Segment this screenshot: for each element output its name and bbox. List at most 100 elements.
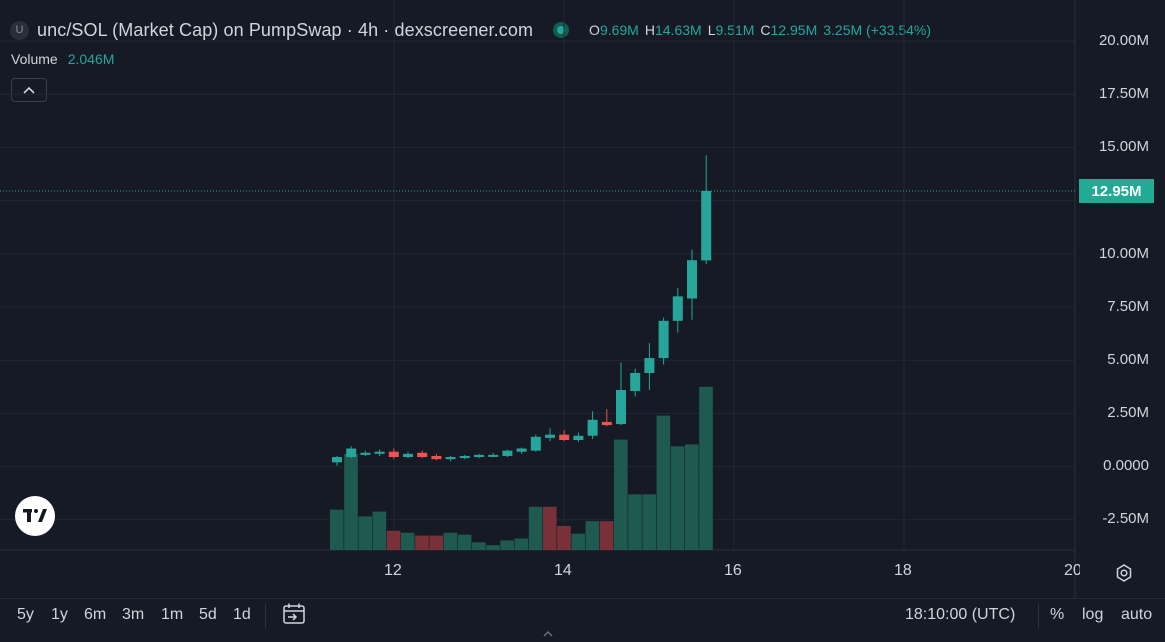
candle-body <box>630 372 641 392</box>
time-axis-label: 16 <box>724 562 742 579</box>
candle-body <box>573 435 584 440</box>
volume-bar <box>543 506 557 550</box>
price-axis-label: 20.00M <box>1098 32 1149 49</box>
price-axis-label: 17.50M <box>1098 85 1149 102</box>
volume-legend: Volume 2.046M <box>11 51 114 67</box>
volume-bar <box>599 521 614 550</box>
volume-bar <box>585 521 600 550</box>
volume-bar <box>344 454 358 550</box>
symbol-badge: U <box>10 20 29 40</box>
range-6m-button[interactable]: 6m <box>84 606 107 623</box>
candle-body <box>360 452 371 455</box>
candle-body <box>687 260 697 299</box>
last-price-label: 12.95M <box>1079 179 1154 203</box>
open-key: O <box>589 22 600 38</box>
market-status-icon <box>553 22 570 38</box>
price-axis-label: -2.50M <box>1102 510 1149 527</box>
open-value: 9.69M <box>599 22 639 38</box>
candle-body <box>616 389 626 425</box>
log-scale-toggle[interactable]: log <box>1082 606 1104 623</box>
time-axis-label: 14 <box>554 562 572 579</box>
range-1d-button[interactable]: 1d <box>233 606 251 623</box>
candle-body <box>459 455 470 459</box>
goto-date-button[interactable] <box>281 602 307 631</box>
time-axis-label: 20 <box>1064 562 1080 579</box>
volume-bar <box>685 444 699 550</box>
chart-title[interactable]: unc/SOL (Market Cap) on PumpSwap · 4h · … <box>37 19 534 40</box>
candle-body <box>559 434 570 440</box>
auto-scale-toggle[interactable]: auto <box>1121 606 1153 623</box>
price-axis-label: 2.50M <box>1107 404 1149 421</box>
range-3m-button[interactable]: 3m <box>122 606 145 623</box>
candle-body <box>403 453 413 458</box>
chart-settings-button[interactable] <box>1114 563 1134 588</box>
close-key: C <box>760 22 771 38</box>
candle-body <box>530 436 541 451</box>
bottom-toolbar <box>0 598 1165 637</box>
candle-body <box>474 454 484 458</box>
chevron-up-icon <box>23 86 35 94</box>
price-axis-label: 0.0000 <box>1103 457 1149 474</box>
volume-label: Volume <box>11 51 58 67</box>
volume-bar <box>443 532 458 550</box>
scroll-handle-icon[interactable] <box>543 624 553 637</box>
candle-body <box>431 455 442 460</box>
candle-body <box>644 358 655 373</box>
chart-legend: U unc/SOL (Market Cap) on PumpSwap · 4h … <box>10 18 931 42</box>
candle-body <box>672 296 683 321</box>
price-chart[interactable] <box>0 0 1165 598</box>
candle-body <box>374 451 385 454</box>
volume-bar <box>415 535 429 550</box>
volume-bar <box>386 530 401 550</box>
volume-bar <box>472 542 486 550</box>
low-value: 9.51M <box>715 22 755 38</box>
volume-bar <box>330 509 344 550</box>
candle-body <box>601 421 612 426</box>
candle-body <box>488 454 499 457</box>
volume-bar <box>500 540 514 550</box>
range-1m-button[interactable]: 1m <box>161 606 184 623</box>
volume-bar <box>457 534 472 550</box>
volume-bar <box>514 538 529 550</box>
price-axis-label: 15.00M <box>1098 138 1149 155</box>
volume-bar <box>358 516 372 550</box>
volume-bar <box>670 446 685 550</box>
volume-bar <box>571 533 585 550</box>
candle-body <box>417 452 428 458</box>
close-value: 12.95M <box>770 22 818 38</box>
volume-bar <box>429 535 443 550</box>
candle-body <box>587 419 598 436</box>
volume-bar <box>656 415 671 550</box>
candle-body <box>658 320 669 359</box>
candle-body <box>388 451 399 458</box>
high-key: H <box>644 22 655 38</box>
volume-bar <box>372 511 387 550</box>
candle-body <box>445 457 456 460</box>
price-axis-label: 7.50M <box>1107 298 1149 315</box>
tradingview-logo[interactable] <box>15 496 55 536</box>
toolbar-divider <box>1038 603 1039 629</box>
volume-bar <box>401 532 415 550</box>
candle-body <box>346 448 357 458</box>
range-1y-button[interactable]: 1y <box>51 606 68 623</box>
price-axis-label: 10.00M <box>1098 245 1149 262</box>
ohlc-values: O 9.69M H 14.63M L 9.51M C 12.95M 3.25M (+33… <box>589 22 931 38</box>
volume-bar <box>699 386 713 550</box>
collapse-legend-button[interactable] <box>11 78 47 102</box>
gear-icon <box>1116 564 1132 582</box>
calendar-range-icon <box>283 603 305 624</box>
volume-value: 2.046M <box>67 51 115 67</box>
percent-scale-toggle[interactable]: % <box>1050 606 1065 623</box>
candle-body <box>516 448 527 452</box>
volume-bar <box>486 545 500 550</box>
price-axis-label: 5.00M <box>1107 351 1149 368</box>
range-5d-button[interactable]: 5d <box>199 606 217 623</box>
time-display[interactable]: 18:10:00 (UTC) <box>905 606 1016 623</box>
tradingview-logo-icon <box>23 509 47 522</box>
range-5y-button[interactable]: 5y <box>17 606 34 623</box>
volume-bar <box>642 494 656 550</box>
time-axis-label: 18 <box>894 562 912 579</box>
candle-body <box>701 191 712 261</box>
volume-bar <box>628 494 642 550</box>
toolbar-divider <box>265 603 266 629</box>
